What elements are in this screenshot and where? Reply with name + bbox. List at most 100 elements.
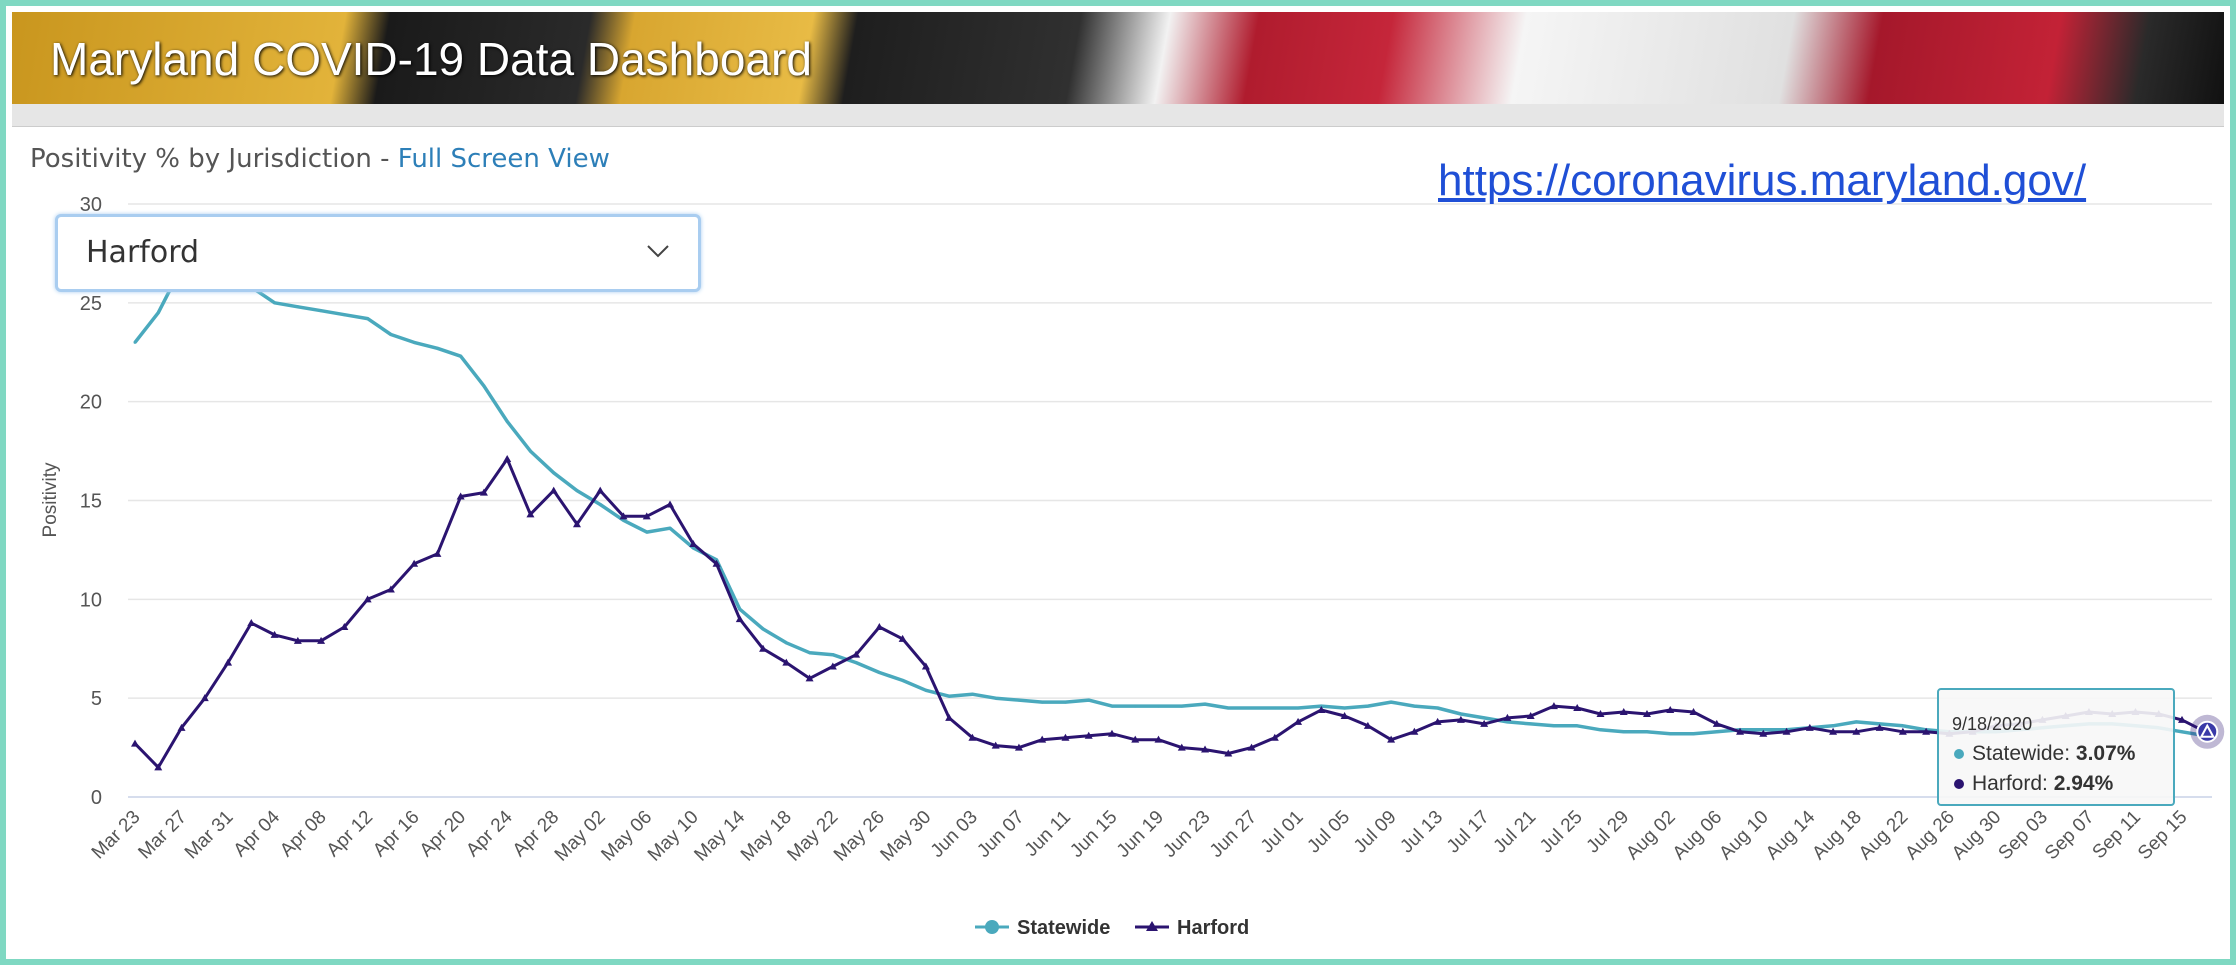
data-point — [389, 333, 392, 336]
tooltip-name: Statewide: — [1972, 742, 2070, 765]
x-tick-label: Apr 20 — [416, 807, 470, 861]
x-tick-label: May 10 — [644, 807, 703, 866]
chart: 051015202530PositivityMar 23Mar 27Mar 31… — [0, 0, 2236, 965]
x-tick-label: Jul 01 — [1257, 807, 1308, 858]
data-point — [994, 697, 997, 700]
data-point — [808, 651, 811, 654]
data-point — [552, 471, 555, 474]
tooltip-name: Harford: — [1972, 772, 2048, 795]
tooltip-dot — [1954, 749, 1964, 759]
x-tick-label: Jul 25 — [1536, 807, 1587, 858]
x-tick-label: Apr 16 — [369, 807, 423, 861]
data-point — [1645, 730, 1648, 733]
x-tick-label: Apr 24 — [462, 806, 517, 861]
x-tick-label: Mar 27 — [134, 807, 191, 864]
x-tick-label: May 14 — [690, 806, 749, 865]
data-point — [1157, 705, 1160, 708]
x-tick-label: Aug 02 — [1622, 807, 1679, 864]
tooltip-entry: Statewide: 3.07% — [1972, 742, 2136, 765]
data-point — [1459, 712, 1462, 715]
x-tick-label: May 22 — [783, 807, 842, 866]
data-point — [785, 641, 788, 644]
x-tick-label: Aug 30 — [1948, 807, 2005, 864]
x-tick-label: Aug 18 — [1808, 807, 1865, 864]
x-tick-label: Jun 23 — [1159, 807, 1214, 862]
x-tick-label: Apr 04 — [230, 806, 285, 861]
data-point — [1204, 703, 1207, 706]
data-point — [738, 608, 741, 611]
x-tick-label: Aug 10 — [1715, 807, 1772, 864]
data-point — [320, 309, 323, 312]
data-point — [247, 619, 255, 626]
x-tick-label: May 26 — [830, 807, 889, 866]
source-url[interactable]: https://coronavirus.maryland.gov/ — [1438, 156, 2086, 206]
data-point — [1436, 707, 1439, 710]
data-point — [1250, 707, 1253, 710]
data-point — [1483, 716, 1486, 719]
data-point — [1669, 732, 1672, 735]
data-point — [1017, 699, 1020, 702]
data-point — [343, 313, 346, 316]
data-point — [1715, 730, 1718, 733]
y-tick-label: 10 — [80, 589, 102, 611]
data-point — [1273, 707, 1276, 710]
data-point — [459, 355, 462, 358]
data-point — [131, 740, 139, 747]
data-point — [666, 500, 674, 507]
x-tick-label: Jul 13 — [1396, 807, 1447, 858]
data-point — [599, 503, 602, 506]
data-point — [296, 305, 299, 308]
x-tick-label: Aug 22 — [1855, 807, 1912, 864]
data-point — [1343, 707, 1346, 710]
data-point — [506, 420, 509, 423]
data-point — [1087, 699, 1090, 702]
x-tick-label: Aug 06 — [1669, 807, 1726, 864]
data-point — [1180, 705, 1183, 708]
data-point — [1413, 705, 1416, 708]
x-tick-label: May 06 — [597, 807, 656, 866]
x-tick-label: May 30 — [877, 807, 936, 866]
data-point — [273, 301, 276, 304]
x-tick-label: Apr 08 — [276, 807, 330, 861]
data-point — [529, 450, 532, 453]
x-tick-label: Mar 31 — [181, 807, 238, 864]
data-point — [762, 627, 765, 630]
tooltip-value: 2.94% — [2054, 772, 2114, 795]
x-tick-label: Jun 11 — [1021, 807, 1075, 861]
tooltip-dot — [1954, 779, 1964, 789]
x-tick-label: Jul 05 — [1303, 807, 1354, 858]
x-tick-label: Apr 12 — [323, 807, 377, 861]
data-point — [1622, 730, 1625, 733]
data-point — [1552, 724, 1555, 727]
data-point — [482, 384, 485, 387]
x-tick-label: Jul 17 — [1443, 807, 1494, 858]
x-tick-label: Sep 07 — [2041, 807, 2098, 864]
data-point — [575, 489, 578, 492]
x-tick-label: Jun 27 — [1206, 807, 1261, 862]
data-point — [1041, 701, 1044, 704]
data-point — [413, 341, 416, 344]
x-tick-label: Jun 03 — [927, 807, 982, 862]
x-tick-label: Jun 15 — [1066, 807, 1121, 862]
data-point — [436, 347, 439, 350]
series-line — [135, 263, 2205, 735]
jurisdiction-dropdown[interactable]: Harford — [55, 214, 701, 292]
dropdown-value: Harford — [86, 235, 199, 270]
y-tick-label: 30 — [80, 194, 102, 216]
y-tick-label: 25 — [80, 293, 102, 315]
y-tick-label: 0 — [91, 787, 102, 809]
y-tick-label: 5 — [91, 688, 102, 710]
data-point — [669, 527, 672, 530]
x-tick-label: Sep 15 — [2134, 807, 2191, 864]
data-point — [596, 487, 604, 494]
data-point — [878, 671, 881, 674]
data-point — [875, 623, 883, 630]
x-tick-label: Jun 19 — [1113, 807, 1168, 862]
data-point — [134, 341, 137, 344]
tooltip: 9/18/2020Statewide: 3.07%Harford: 2.94% — [1938, 689, 2174, 805]
data-point — [1227, 707, 1230, 710]
data-point — [1901, 724, 1904, 727]
tooltip-value: 3.07% — [2076, 742, 2136, 765]
data-point — [855, 661, 858, 664]
legend-label: Statewide — [1017, 917, 1110, 939]
